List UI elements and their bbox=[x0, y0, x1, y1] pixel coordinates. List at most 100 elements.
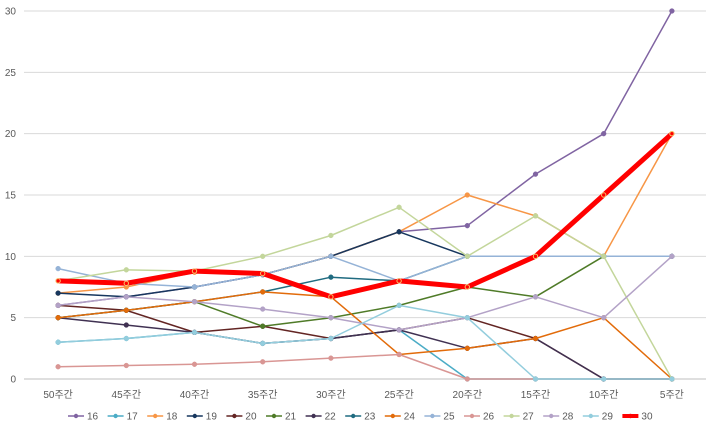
data-point bbox=[532, 171, 539, 177]
data-point bbox=[328, 232, 334, 239]
legend-item-23: 23 bbox=[345, 412, 376, 423]
legend-label: 17 bbox=[127, 412, 139, 423]
data-point bbox=[123, 280, 130, 287]
data-point bbox=[260, 253, 266, 259]
data-point bbox=[260, 359, 266, 365]
data-point bbox=[55, 278, 61, 284]
legend-label: 30 bbox=[641, 412, 653, 423]
data-point bbox=[191, 299, 198, 305]
x-tick-label: 5주간 bbox=[660, 389, 684, 401]
data-point bbox=[669, 253, 675, 259]
series-line-24 bbox=[57, 291, 673, 380]
data-point bbox=[55, 265, 61, 272]
series-30 bbox=[55, 130, 675, 300]
data-point bbox=[464, 315, 470, 321]
series-line-30 bbox=[55, 131, 675, 300]
data-point bbox=[191, 284, 198, 290]
series-line-16 bbox=[57, 10, 673, 307]
data-point bbox=[55, 290, 61, 296]
legend-item-26: 26 bbox=[464, 412, 495, 423]
x-tick-label: 10주간 bbox=[589, 389, 619, 401]
series-16 bbox=[55, 8, 675, 309]
data-point bbox=[55, 339, 61, 345]
data-point bbox=[396, 327, 402, 333]
x-tick-label: 40주간 bbox=[180, 389, 210, 401]
data-point bbox=[328, 294, 334, 300]
series-line-17 bbox=[57, 329, 673, 380]
legend-label: 22 bbox=[325, 412, 337, 423]
data-point bbox=[191, 361, 198, 367]
data-point bbox=[669, 130, 675, 137]
series-24 bbox=[55, 289, 675, 382]
legend-label: 27 bbox=[523, 412, 535, 423]
data-point bbox=[260, 289, 266, 295]
legend-label: 26 bbox=[483, 412, 495, 423]
legend-item-24: 24 bbox=[384, 412, 415, 423]
data-point bbox=[123, 267, 129, 273]
data-point bbox=[396, 302, 402, 309]
data-point bbox=[55, 364, 61, 370]
x-tick-label: 50주간 bbox=[43, 389, 73, 401]
legend-item-21: 21 bbox=[266, 412, 297, 423]
data-point bbox=[464, 253, 470, 259]
series-lines bbox=[55, 8, 675, 382]
data-point bbox=[328, 253, 334, 259]
data-point bbox=[328, 355, 334, 361]
data-point bbox=[601, 315, 607, 321]
data-point bbox=[464, 345, 470, 351]
legend-label: 25 bbox=[443, 412, 455, 423]
y-tick-label: 25 bbox=[5, 68, 17, 79]
legend-marker bbox=[588, 413, 593, 419]
data-point bbox=[396, 204, 402, 210]
y-tick-label: 10 bbox=[5, 252, 17, 263]
data-point bbox=[328, 315, 334, 321]
legend-item-18: 18 bbox=[147, 412, 178, 423]
legend-marker bbox=[153, 413, 158, 419]
data-point bbox=[260, 270, 266, 277]
data-point bbox=[123, 294, 129, 300]
legend-marker bbox=[469, 413, 475, 419]
legend-marker bbox=[509, 413, 514, 419]
x-tick-label: 20주간 bbox=[453, 389, 483, 401]
series-25 bbox=[55, 253, 675, 290]
legend-item-17: 17 bbox=[107, 412, 139, 423]
data-point bbox=[260, 323, 266, 329]
data-point bbox=[464, 284, 470, 290]
legend-label: 19 bbox=[206, 412, 218, 423]
y-tick-label: 15 bbox=[5, 191, 17, 202]
legend-label: 29 bbox=[602, 412, 614, 423]
legend-item-16: 16 bbox=[68, 412, 99, 423]
data-point bbox=[123, 362, 129, 369]
data-point bbox=[328, 274, 334, 280]
legend-marker bbox=[232, 413, 237, 419]
legend-label: 20 bbox=[245, 412, 257, 423]
data-point bbox=[532, 253, 539, 260]
legend-item-27: 27 bbox=[503, 412, 535, 423]
series-line-22 bbox=[57, 316, 673, 380]
legend-marker bbox=[351, 413, 356, 419]
legend-item-28: 28 bbox=[543, 412, 574, 423]
series-line-28 bbox=[57, 255, 673, 331]
data-point bbox=[328, 335, 334, 342]
gridlines bbox=[24, 10, 706, 380]
legend-marker bbox=[73, 413, 79, 419]
data-point bbox=[601, 253, 607, 259]
legend-marker bbox=[113, 413, 118, 419]
legend-marker bbox=[271, 413, 277, 419]
series-line-27 bbox=[57, 206, 673, 380]
data-point bbox=[55, 302, 61, 309]
legend-label: 23 bbox=[364, 412, 376, 423]
legend-marker bbox=[430, 413, 435, 419]
data-point bbox=[260, 340, 266, 347]
legend-label: 16 bbox=[87, 412, 99, 423]
y-tick-label: 0 bbox=[10, 375, 16, 386]
y-tick-label: 20 bbox=[5, 129, 17, 140]
legend-label: 21 bbox=[285, 412, 297, 423]
x-axis-ticks: 50주간 45주간 40주간 35주간 30주간 25주간 20주간 15주간 10주간 5주간 bbox=[43, 389, 684, 401]
series-line-20 bbox=[57, 304, 673, 380]
series-17 bbox=[55, 327, 675, 382]
data-point bbox=[532, 213, 539, 219]
legend-item-20: 20 bbox=[226, 412, 257, 423]
